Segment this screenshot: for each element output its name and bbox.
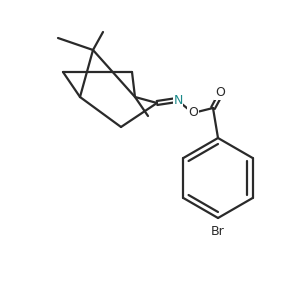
Text: Br: Br bbox=[211, 225, 225, 238]
Text: N: N bbox=[173, 94, 183, 106]
Text: O: O bbox=[215, 86, 225, 100]
Text: O: O bbox=[188, 106, 198, 120]
